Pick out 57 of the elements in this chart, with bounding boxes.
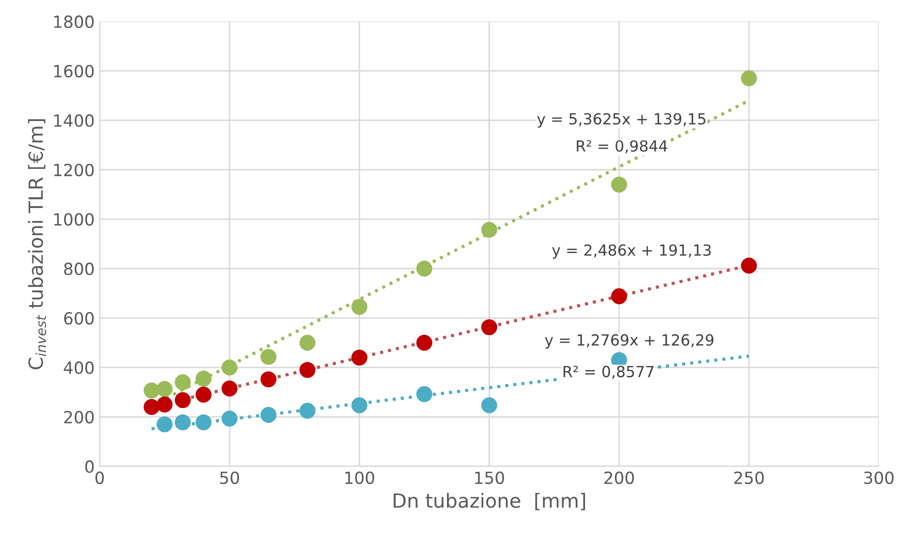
point (260, 406, 276, 423)
y-tick-label: 200 (64, 410, 94, 424)
point (144, 382, 160, 398)
point (299, 334, 316, 351)
point (222, 410, 238, 427)
point (416, 334, 432, 351)
y-tick-label: 0 (85, 460, 94, 473)
point (196, 370, 212, 387)
point (299, 402, 316, 419)
y-tick-label: 1000 (54, 213, 94, 226)
annotation: y = 5,3625x + 139,15 (537, 113, 706, 128)
point (740, 258, 757, 274)
x-tick-label: 200 (604, 471, 634, 484)
point (740, 70, 757, 86)
point (174, 414, 191, 430)
annotation: R² = 0,9844 (576, 140, 668, 154)
y-tick-label: 1600 (54, 64, 94, 78)
y-axis-title: C$_{invest}$ tubazioni TLR [€/m] (28, 119, 46, 370)
point (299, 362, 316, 378)
point (222, 380, 238, 396)
point (260, 371, 276, 388)
point (156, 396, 173, 413)
point (144, 399, 160, 415)
y-tick-label: 400 (64, 361, 94, 374)
point (611, 176, 628, 193)
point (611, 288, 628, 304)
point (196, 414, 212, 430)
point (174, 392, 191, 408)
point (174, 374, 191, 390)
y-tick-label: 1800 (54, 15, 94, 28)
point (156, 380, 173, 397)
point (156, 416, 173, 432)
point (260, 348, 276, 365)
annotation: y = 1,2769x + 126,29 (544, 334, 714, 349)
y-tick-label: 1200 (54, 164, 94, 176)
point (481, 397, 498, 414)
point (351, 298, 368, 315)
point (196, 386, 212, 403)
y-tick-label: 1400 (54, 114, 94, 127)
y-tick-label: 600 (64, 312, 94, 325)
x-tick-label: 300 (864, 471, 894, 484)
annotation: y = 2,486x + 191,13 (552, 244, 711, 259)
x-tick-label: 50 (220, 471, 240, 484)
annotation: R² = 0,8577 (564, 366, 654, 379)
point (416, 386, 432, 402)
point (222, 359, 238, 376)
point (481, 222, 498, 238)
point (351, 397, 368, 414)
point (481, 319, 498, 336)
point (351, 350, 368, 366)
x-axis-title: Dn tubazione [mm] (394, 492, 586, 510)
x-tick-label: 150 (475, 471, 504, 484)
x-tick-label: 250 (734, 471, 764, 484)
point (416, 260, 432, 277)
x-tick-label: 100 (345, 471, 374, 484)
y-tick-label: 800 (64, 262, 94, 276)
x-tick-label: 0 (95, 471, 104, 484)
